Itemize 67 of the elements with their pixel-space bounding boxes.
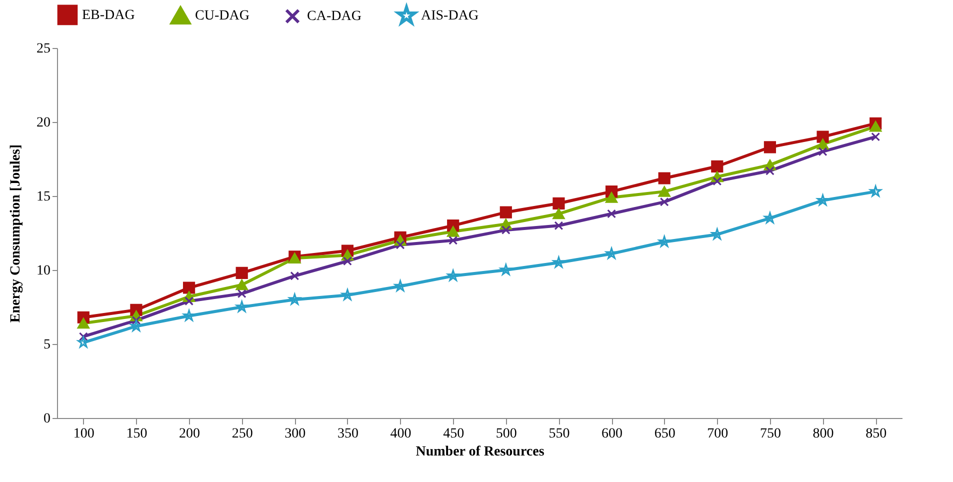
y-tick-label: 5 [44,338,50,352]
x-tick-label: 400 [390,426,412,442]
x-tick-label: 650 [654,426,676,442]
x-tick-label: 200 [179,426,200,442]
legend-label: AIS-DAG [421,8,479,24]
y-tick-label: 15 [36,190,50,204]
point [501,226,510,235]
point [237,289,246,298]
point [554,221,564,230]
x-tick-label: 800 [812,426,834,442]
point [184,296,194,306]
x-tick-label: 350 [337,426,358,442]
x-tick-label: 700 [707,426,728,442]
x-tick-label: 850 [866,426,887,442]
x-tick-label: 100 [73,426,94,442]
point [78,336,90,348]
point [816,130,829,143]
point [871,132,880,142]
point [290,271,300,280]
legend-label: CU-DAG [195,8,250,24]
x-tick-label: 550 [548,426,570,442]
point [183,310,195,321]
x-tick-label: 750 [760,426,781,442]
legend-label: EB-DAG [82,8,135,23]
point [552,197,565,210]
point [236,300,248,312]
point [764,141,776,154]
x-tick-label: 300 [284,426,306,442]
point [607,209,616,218]
y-tick-label: 0 [44,412,50,426]
point [236,279,248,290]
y-axis-title: Energy Consumption [Joules] [8,144,24,323]
point [447,226,460,237]
point [764,212,776,224]
legend-label: CA-DAG [307,9,362,24]
point [77,318,90,329]
point [447,270,459,281]
point [816,138,829,150]
point [766,166,774,176]
point [78,332,88,342]
point [448,236,458,245]
x-tick-label: 250 [232,426,253,442]
point [658,172,670,184]
point [605,192,618,203]
point [236,266,248,280]
point [343,256,352,266]
point [711,228,723,240]
point [606,248,618,259]
point [870,121,882,132]
point [130,320,142,332]
point [818,147,828,156]
x-tick-label: 600 [602,426,623,442]
point [660,197,669,206]
y-tick-label: 25 [36,42,50,56]
x-tick-label: 500 [496,426,517,442]
y-tick-label: 10 [36,264,50,278]
point [182,282,196,294]
point [658,236,670,247]
point [658,186,670,197]
point [500,264,512,276]
y-tick-label: 20 [36,116,50,130]
x-tick-label: 150 [126,426,148,442]
point [552,208,565,220]
x-axis-title: Number of Resources [416,444,545,460]
point [711,160,724,172]
x-tick-label: 450 [443,426,464,442]
point [500,206,512,218]
